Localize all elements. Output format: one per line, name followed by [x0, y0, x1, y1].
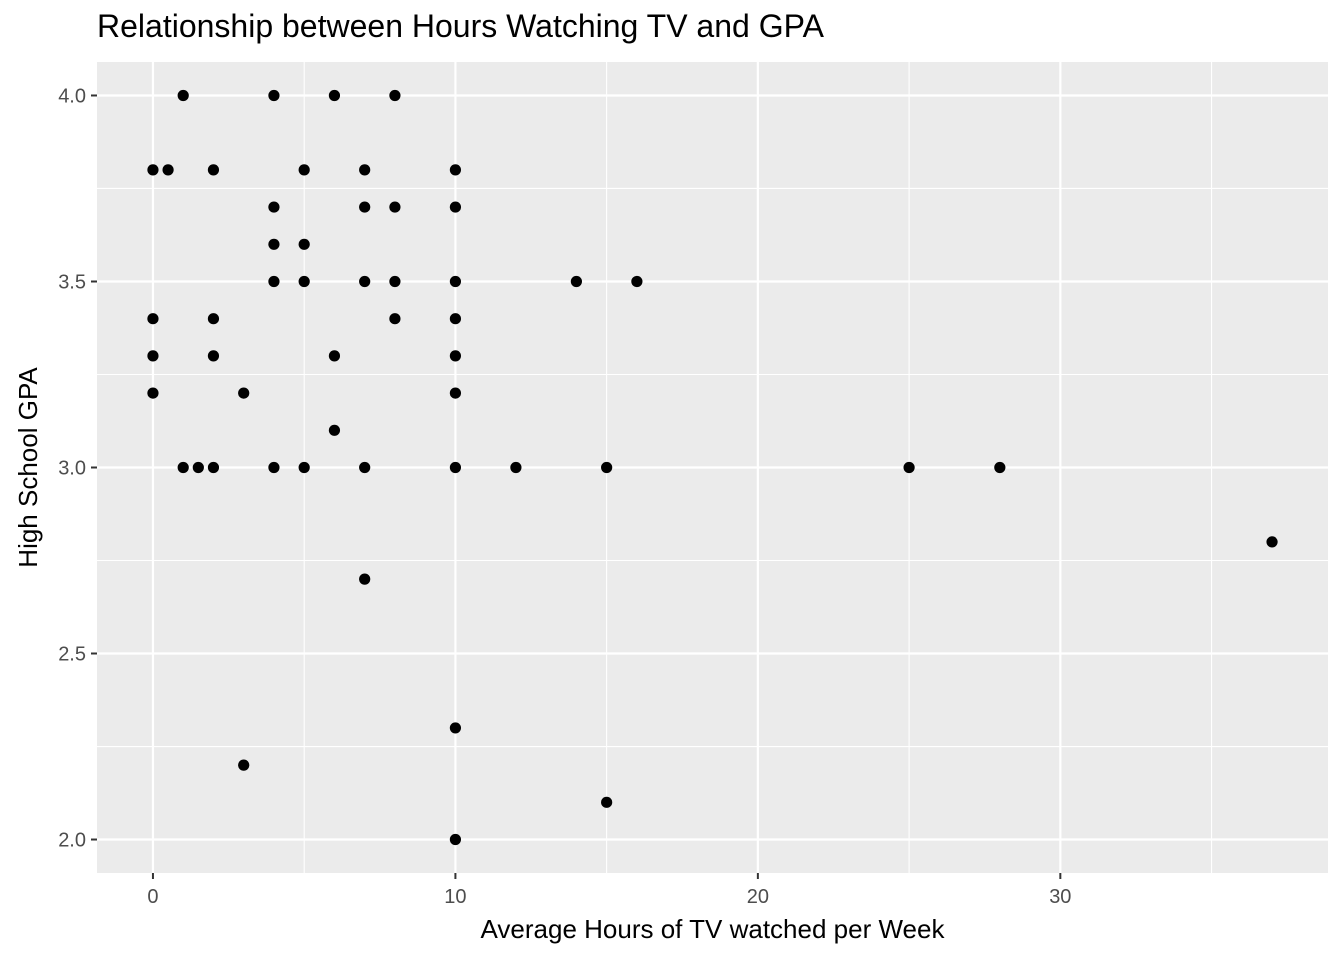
y-tick-label: 2.0: [58, 830, 86, 852]
data-point: [328, 350, 341, 362]
data-point: [631, 275, 643, 288]
data-point: [570, 275, 582, 288]
data-point: [449, 461, 462, 474]
data-point: [359, 461, 371, 474]
x-tick-label: 10: [444, 886, 466, 908]
y-tick-label: 3.0: [58, 458, 86, 480]
data-point: [359, 573, 371, 585]
data-point: [449, 833, 462, 846]
data-point: [268, 275, 280, 288]
data-point: [510, 461, 522, 474]
y-tick-label: 2.5: [58, 644, 86, 666]
x-tick-label: 0: [147, 886, 158, 908]
data-point: [328, 424, 341, 436]
data-point: [207, 313, 220, 325]
data-point: [389, 201, 401, 213]
data-point: [238, 759, 250, 771]
data-point: [192, 461, 204, 474]
data-point: [359, 164, 371, 176]
data-point: [449, 722, 462, 734]
data-point: [268, 461, 280, 474]
x-axis-title: Average Hours of TV watched per Week: [481, 914, 946, 944]
data-point: [389, 89, 401, 102]
data-point: [298, 238, 310, 250]
data-point: [359, 275, 371, 288]
data-point: [449, 275, 462, 288]
x-axis-ticks: 0 10 20 30: [147, 873, 1071, 908]
data-point: [207, 461, 220, 474]
data-point: [238, 387, 250, 399]
data-point: [298, 275, 310, 288]
data-point: [147, 350, 159, 362]
data-point: [328, 89, 341, 102]
data-point: [449, 313, 462, 325]
data-point: [207, 350, 220, 362]
data-point: [268, 201, 280, 213]
data-point: [147, 164, 159, 176]
data-point: [994, 461, 1006, 474]
data-point: [162, 164, 174, 176]
data-point: [298, 461, 310, 474]
x-tick-label: 20: [747, 886, 769, 908]
data-point: [601, 796, 613, 808]
data-point: [389, 313, 401, 325]
data-point: [359, 201, 371, 213]
data-point: [449, 164, 462, 176]
y-tick-label: 3.5: [58, 271, 86, 293]
data-point: [207, 164, 220, 176]
y-tick-label: 4.0: [58, 85, 86, 107]
data-point: [147, 313, 159, 325]
data-point: [449, 201, 462, 213]
data-point: [449, 350, 462, 362]
data-points: [147, 89, 1278, 846]
data-point: [298, 164, 310, 176]
y-axis-title: High School GPA: [13, 367, 43, 568]
data-point: [268, 89, 280, 102]
chart-title: Relationship between Hours Watching TV a…: [97, 8, 824, 44]
data-point: [177, 89, 189, 102]
data-point: [147, 387, 159, 399]
data-point: [1266, 536, 1278, 548]
data-point: [389, 275, 401, 288]
y-axis-ticks: 2.0 2.5 3.0 3.5 4.0: [58, 85, 97, 852]
data-point: [177, 461, 189, 474]
data-point: [601, 461, 613, 474]
data-point: [449, 387, 462, 399]
data-point: [903, 461, 915, 474]
data-point: [268, 238, 280, 250]
x-tick-label: 30: [1049, 886, 1071, 908]
